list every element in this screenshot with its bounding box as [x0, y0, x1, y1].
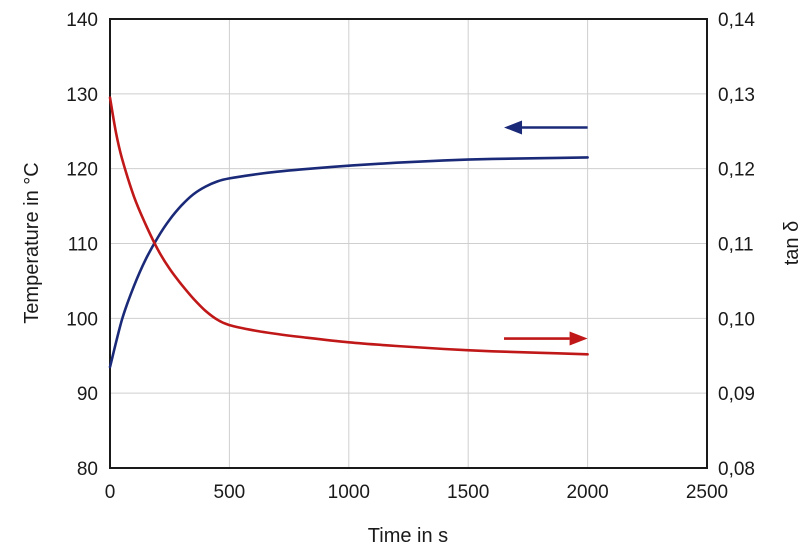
- y-right-tick-label: 0,13: [718, 85, 755, 106]
- y-right-tick-label: 0,14: [718, 10, 755, 31]
- y-left-tick-label: 100: [66, 309, 98, 330]
- y-left-tick-label: 120: [66, 160, 98, 181]
- arrow-head: [569, 331, 588, 346]
- annotation-arrows: [504, 120, 588, 346]
- grid: [110, 19, 707, 468]
- series-lines: [108, 96, 589, 369]
- y-right-tick-label: 0,11: [718, 235, 754, 256]
- y-right-tick-label: 0,09: [718, 384, 755, 405]
- x-tick-label: 0: [105, 482, 116, 503]
- x-axis-title: Time in s: [368, 525, 448, 547]
- y-left-axis-title: Temperature in °C: [21, 162, 43, 323]
- left-arrow-icon: [504, 120, 588, 135]
- y-left-tick-label: 90: [77, 384, 98, 405]
- y-right-axis-title: tan δ: [781, 221, 803, 266]
- plot-frame: [109, 18, 708, 469]
- y-right-tick-label: 0,12: [718, 160, 755, 181]
- x-tick-label: 1000: [328, 482, 370, 503]
- y-left-tick-label: 130: [66, 85, 98, 106]
- y-left-tick-label: 140: [66, 10, 98, 31]
- tan-delta-line: [108, 96, 589, 356]
- x-tick-label: 2500: [686, 482, 728, 503]
- y-right-tick-label: 0,08: [718, 459, 755, 480]
- y-left-tick-label: 110: [68, 235, 98, 256]
- x-tick-label: 2000: [566, 482, 608, 503]
- temperature-line: [108, 156, 589, 369]
- y-left-tick-label: 80: [77, 459, 98, 480]
- tick-labels: 0 500 1000 1500 2000 2500 80 90 100 110 120 130 140 0…: [66, 10, 755, 503]
- y-right-tick-label: 0,10: [718, 309, 755, 330]
- x-tick-label: 1500: [447, 482, 489, 503]
- right-arrow-icon: [504, 331, 588, 346]
- x-tick-label: 500: [214, 482, 246, 503]
- arrow-head: [504, 120, 523, 135]
